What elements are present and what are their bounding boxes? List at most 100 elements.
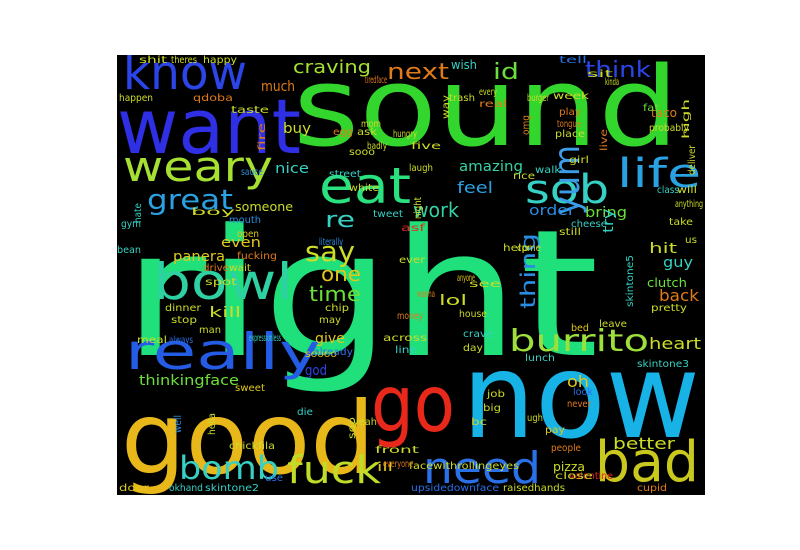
word: night [413, 197, 424, 219]
word: walk [535, 165, 561, 176]
word: heart [649, 334, 701, 353]
word: wish [451, 58, 477, 72]
word-cloud-canvas: right now sound good want go know bad we… [117, 55, 703, 495]
word: look [573, 387, 593, 398]
word: taste [231, 105, 269, 116]
word: id [493, 60, 519, 85]
word: craving [293, 57, 371, 78]
word: never [567, 399, 592, 410]
word: trash [449, 93, 475, 104]
word: go [371, 360, 455, 450]
word: theres [171, 55, 197, 66]
word: well [173, 415, 184, 433]
word: fuck [287, 448, 381, 492]
word: deliver [687, 144, 698, 175]
word: bowl [153, 253, 293, 311]
word: sweet [235, 383, 265, 394]
word: job [486, 389, 505, 400]
word: help [503, 243, 529, 254]
word: boy [191, 207, 235, 218]
word: gym [121, 219, 141, 230]
word: order [529, 203, 575, 219]
word: ill [377, 460, 393, 474]
word: thing [516, 233, 540, 309]
word: good [121, 380, 375, 495]
word: want [117, 82, 301, 171]
word: skintone2 [205, 483, 259, 494]
word: wait [229, 263, 251, 274]
word: come [517, 243, 541, 254]
word: better [613, 434, 676, 453]
word: thinkingface [139, 373, 239, 389]
word: always [169, 335, 193, 346]
word-cloud: right now sound good want go know bad we… [117, 55, 705, 495]
word: every [479, 87, 497, 98]
word: door [119, 483, 150, 494]
word: still [559, 227, 581, 238]
word: die [297, 407, 313, 418]
word: someone [235, 200, 293, 214]
word: girl [569, 155, 589, 166]
word: taco [651, 106, 677, 120]
word: yum [547, 145, 588, 215]
word: real [479, 99, 507, 110]
word: need [423, 443, 541, 494]
word: hella [207, 413, 218, 435]
word: take [669, 217, 693, 228]
word: rice [513, 171, 535, 182]
word: use [265, 473, 283, 484]
word: oh [567, 372, 589, 391]
word: line [395, 345, 417, 356]
word: ask [357, 127, 377, 138]
word: eat [319, 157, 411, 215]
word: man [199, 325, 221, 336]
word: back [659, 286, 700, 305]
word: will [677, 185, 697, 196]
word: front [375, 445, 419, 456]
word: nice [275, 161, 309, 177]
word: meal [137, 335, 167, 346]
word: yeah [353, 417, 377, 428]
word: bean [117, 245, 141, 256]
word: clutch [647, 276, 687, 290]
word: raisedhands [503, 483, 565, 494]
word: valentine [569, 471, 613, 482]
word: ever [399, 255, 426, 266]
word: mom [361, 119, 381, 130]
word: great [147, 183, 233, 216]
word: skintone5 [625, 255, 636, 307]
word: chip [325, 303, 349, 314]
word: close [555, 471, 593, 482]
word: asf [401, 223, 426, 234]
word: amazing [459, 159, 523, 175]
word: probably [649, 123, 689, 134]
word: anything [675, 199, 703, 210]
word: tiredface [365, 75, 387, 86]
word: re [325, 208, 355, 233]
word: burrito [509, 324, 649, 359]
word: us [685, 235, 697, 246]
word: much [261, 79, 295, 95]
word: time [309, 282, 361, 306]
word: facewithrollingeyes [409, 461, 519, 472]
word: happen [119, 93, 153, 104]
word: fire [257, 123, 268, 151]
word: pretty [651, 303, 687, 314]
word: dinner [165, 303, 202, 314]
word: shit [139, 55, 167, 66]
word: fat [643, 103, 659, 114]
word: white [349, 183, 379, 194]
word: open [237, 229, 259, 240]
word: kill [209, 305, 241, 321]
word: hit [649, 241, 678, 257]
word: tweet [373, 209, 403, 220]
word: play [559, 107, 581, 118]
word: buy [283, 121, 311, 137]
word: right [123, 192, 599, 397]
word: week [553, 91, 589, 102]
word: guy [663, 255, 693, 271]
word: think [585, 58, 651, 83]
word: now [462, 327, 700, 465]
word: sob [525, 167, 609, 213]
word: chickfila [229, 441, 275, 452]
